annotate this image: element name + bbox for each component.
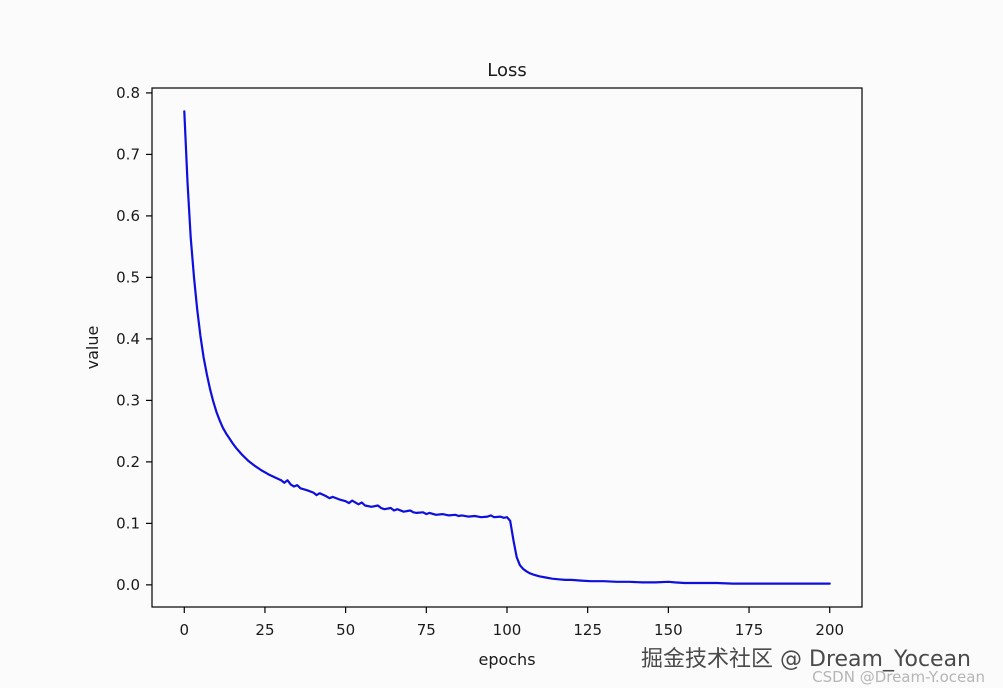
- y-tick-label: 0.6: [116, 207, 140, 225]
- y-tick-label: 0.8: [116, 84, 140, 102]
- y-axis-label: value: [83, 326, 102, 370]
- x-tick-label: 25: [255, 621, 274, 639]
- y-tick-label: 0.2: [116, 453, 140, 471]
- x-tick-label: 200: [815, 621, 844, 639]
- x-tick-label: 50: [336, 621, 355, 639]
- y-tick-label: 0.0: [116, 576, 140, 594]
- x-tick-label: 150: [654, 621, 683, 639]
- chart-title: Loss: [487, 60, 526, 81]
- x-tick-label: 175: [735, 621, 764, 639]
- x-tick-label: 0: [179, 621, 189, 639]
- x-tick-label: 75: [417, 621, 436, 639]
- y-tick-label: 0.1: [116, 514, 140, 532]
- y-tick-label: 0.7: [116, 145, 140, 163]
- axes-frame: [151, 87, 863, 608]
- loss-line: [183, 110, 831, 585]
- y-tick-label: 0.5: [116, 268, 140, 286]
- x-tick-label: 100: [493, 621, 522, 639]
- y-tick-label: 0.3: [116, 391, 140, 409]
- y-tick-label: 0.4: [116, 330, 140, 348]
- x-tick-label: 125: [573, 621, 602, 639]
- x-axis-label: epochs: [478, 650, 535, 669]
